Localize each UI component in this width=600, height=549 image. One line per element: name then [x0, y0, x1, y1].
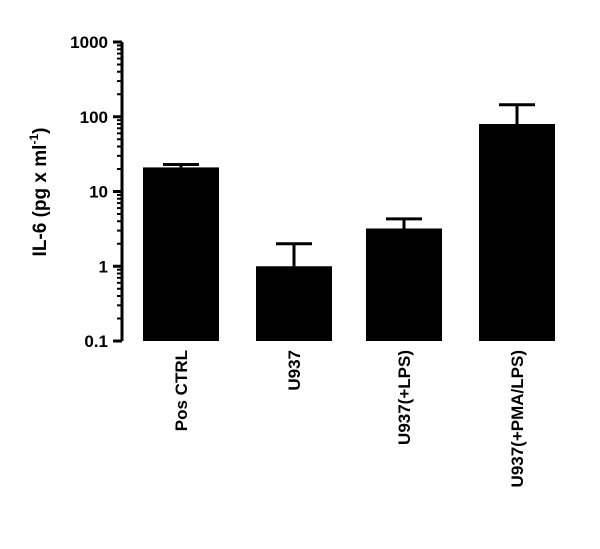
y-axis-title-superscript: -1 [27, 134, 41, 145]
x-category-label: U937 [285, 350, 304, 391]
y-axis-title-main: IL-6 (pg x ml [30, 145, 51, 257]
bar [256, 266, 332, 341]
y-tick-label: 1 [99, 257, 108, 276]
y-ticks: 0.1 1 10 100 1000 [70, 33, 122, 351]
bar [143, 167, 219, 341]
y-tick-label: 1000 [70, 33, 108, 52]
error-bars [163, 103, 535, 267]
bar [366, 228, 442, 341]
y-tick-label: 0.1 [84, 332, 108, 351]
y-tick-label: 10 [89, 183, 108, 202]
y-tick-label: 100 [80, 108, 108, 127]
x-category-label: Pos CTRL [172, 350, 191, 431]
y-axis-title-close: ) [30, 128, 51, 134]
bars [143, 123, 555, 342]
x-category-label: U937(+PMA/LPS) [508, 350, 527, 487]
bar [479, 123, 555, 342]
x-category-labels: Pos CTRL U937 U937(+LPS) U937(+PMA/LPS) [172, 350, 527, 487]
x-category-label: U937(+LPS) [395, 350, 414, 445]
y-axis-title: IL-6 (pg x ml-1) [27, 128, 51, 257]
